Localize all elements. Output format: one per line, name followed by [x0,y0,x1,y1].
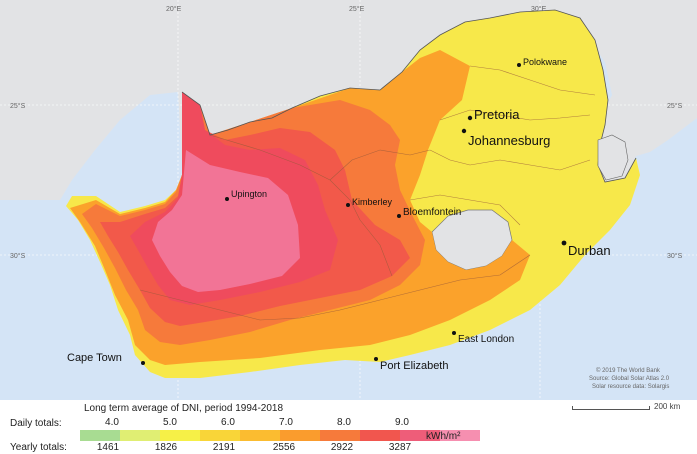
daily-tick: 6.0 [221,417,235,428]
swaziland-border [597,134,629,181]
city-cape-town[interactable]: Cape Town [67,352,145,365]
grid-label-lat-30-right: 30°S [667,252,683,260]
grid-label-lon-20: 20°E [166,5,182,13]
city-label: Bloemfontein [403,207,461,218]
ramp-swatch [160,430,200,441]
city-label: Cape Town [67,352,122,364]
ramp-swatch [320,430,360,441]
city-east-london[interactable]: East London [452,331,514,345]
country-border [181,9,637,183]
city-label: Pretoria [474,107,520,122]
city-marker [561,240,567,246]
city-kimberley[interactable]: Kimberley [346,197,393,207]
city-label: Kimberley [352,197,393,207]
credit-line-1: © 2019 The World Bank [596,367,661,374]
city-label: Johannesburg [468,133,550,148]
daily-tick: 5.0 [163,417,177,428]
yearly-totals-label: Yearly totals: [10,442,67,453]
city-marker [397,214,401,218]
ramp-swatch [120,430,160,441]
ramp-swatch [360,430,400,441]
city-label: Port Elizabeth [380,360,448,372]
ramp-swatch [80,430,120,441]
daily-tick: 7.0 [279,417,293,428]
city-marker [346,203,350,207]
legend-title: Long term average of DNI, period 1994-20… [84,403,284,414]
credit-line-3: Solar resource data: Solargis [592,384,669,390]
scale-bar [572,406,650,410]
ramp-swatch [200,430,240,441]
units-label: kWh/m² [426,431,461,442]
daily-tick: 9.0 [395,417,409,428]
city-label: East London [458,334,514,345]
city-label: Upington [231,189,267,199]
solar-resource-map: 20°E 25°E 30°E 25°S 25°S 30°S 30°S Polok… [0,0,697,400]
color-ramp [80,430,480,441]
credit-line-2: Source: Global Solar Atlas 2.0 [589,376,670,382]
daily-tick: 4.0 [105,417,119,428]
city-marker [374,357,378,361]
city-marker [461,128,467,134]
city-durban[interactable]: Durban [561,240,611,258]
city-upington[interactable]: Upington [225,189,267,201]
daily-totals-label: Daily totals: [10,418,62,429]
yearly-tick: 2191 [212,442,236,453]
city-label: Durban [568,243,611,258]
city-port-elizabeth[interactable]: Port Elizabeth [374,357,448,372]
yearly-tick: 2556 [272,442,296,453]
yearly-tick: 3287 [388,442,412,453]
scale-label: 200 km [654,402,681,411]
grid-label-lat-25-right: 25°S [667,102,683,110]
grid-label-lat-25-left: 25°S [10,102,26,110]
city-marker [452,331,456,335]
city-pretoria[interactable]: Pretoria [467,107,520,122]
city-johannesburg[interactable]: Johannesburg [461,128,551,148]
dni-zone-max [152,150,300,292]
grid-label-lat-30-left: 30°S [10,252,26,260]
city-polokwane[interactable]: Polokwane [517,57,567,67]
ramp-swatch [400,430,440,441]
city-marker [225,197,229,201]
yearly-tick: 1461 [96,442,120,453]
daily-tick: 8.0 [337,417,351,428]
city-bloemfontein[interactable]: Bloemfontein [397,207,461,218]
city-marker [517,63,521,67]
yearly-tick: 1826 [154,442,178,453]
yearly-tick: 2922 [330,442,354,453]
ramp-swatch [440,430,480,441]
legend: Long term average of DNI, period 1994-20… [0,400,697,454]
grid-label-lon-25: 25°E [349,5,365,13]
city-marker [467,115,473,121]
province-borders [139,65,596,321]
grid-label-lon-30: 30°E [531,5,547,13]
ramp-swatch [240,430,280,441]
city-label: Polokwane [523,57,567,67]
ramp-swatch [280,430,320,441]
city-marker [141,361,145,365]
